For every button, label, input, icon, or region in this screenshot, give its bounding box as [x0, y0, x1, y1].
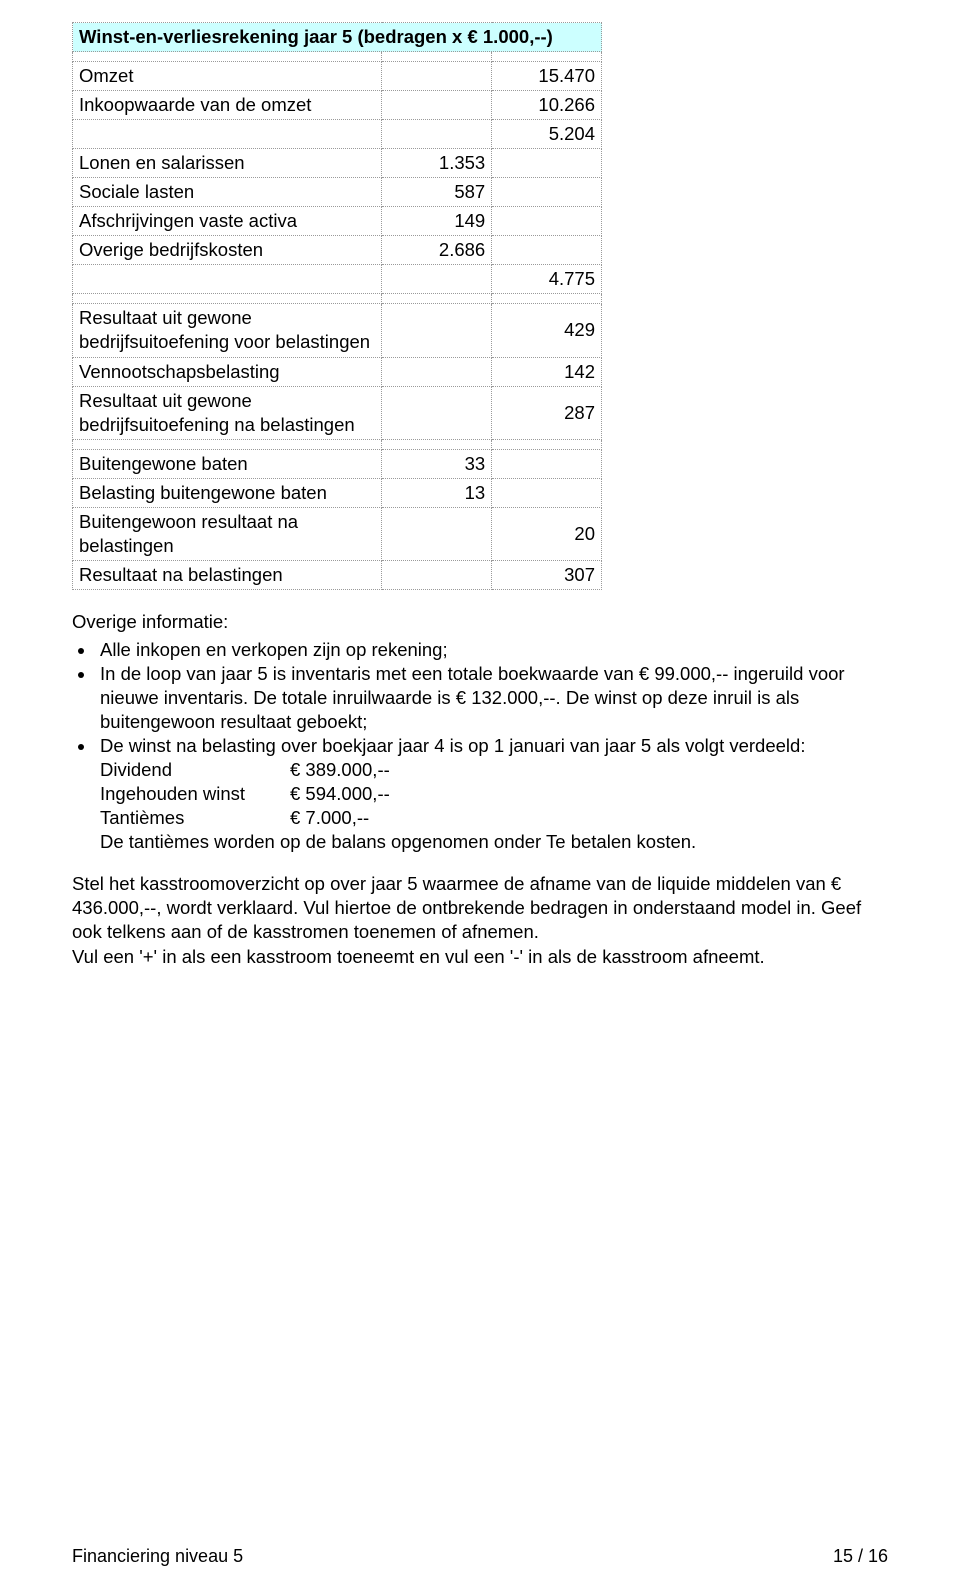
info-heading: Overige informatie:	[72, 610, 888, 634]
table-row: Inkoopwaarde van de omzet10.266	[73, 91, 602, 120]
footer-left: Financiering niveau 5	[72, 1545, 243, 1568]
dist-label: Tantièmes	[100, 806, 290, 830]
instruction-para-2: Vul een '+' in als een kasstroom toeneem…	[72, 945, 888, 969]
table-row: Belasting buitengewone baten13	[73, 478, 602, 507]
footer-right: 15 / 16	[833, 1545, 888, 1568]
table-row: Omzet15.470	[73, 62, 602, 91]
page-footer: Financiering niveau 5 15 / 16	[72, 1545, 888, 1568]
table-row: 4.775	[73, 265, 602, 294]
table-row: Buitengewone baten33	[73, 449, 602, 478]
tantiemes-note: De tantièmes worden op de balans opgenom…	[100, 830, 888, 854]
table-title: Winst-en-verliesrekening jaar 5 (bedrage…	[73, 23, 602, 52]
table-row: Resultaat na belastingen307	[73, 560, 602, 589]
dist-label: Dividend	[100, 758, 290, 782]
list-item: In de loop van jaar 5 is inventaris met …	[96, 662, 888, 734]
table-row: Sociale lasten587	[73, 178, 602, 207]
profit-loss-table: Winst-en-verliesrekening jaar 5 (bedrage…	[72, 22, 602, 590]
table-row: Resultaat uit gewone bedrijfsuitoefening…	[73, 386, 602, 439]
dist-label: Ingehouden winst	[100, 782, 290, 806]
table-row: Afschrijvingen vaste activa149	[73, 207, 602, 236]
table-row: Buitengewoon resultaat na belastingen20	[73, 507, 602, 560]
dist-value: € 7.000,--	[290, 806, 369, 830]
table-row: Vennootschapsbelasting142	[73, 357, 602, 386]
table-row: 5.204	[73, 120, 602, 149]
dist-value: € 389.000,--	[290, 758, 390, 782]
list-item-text: De winst na belasting over boekjaar jaar…	[100, 735, 805, 756]
table-row: Overige bedrijfskosten2.686	[73, 236, 602, 265]
list-item: De winst na belasting over boekjaar jaar…	[96, 734, 888, 854]
instruction-para-1: Stel het kasstroomoverzicht op over jaar…	[72, 872, 888, 944]
table-row: Resultaat uit gewone bedrijfsuitoefening…	[73, 304, 602, 357]
dist-value: € 594.000,--	[290, 782, 390, 806]
table-row: Lonen en salarissen1.353	[73, 149, 602, 178]
list-item: Alle inkopen en verkopen zijn op rekenin…	[96, 638, 888, 662]
info-list: Alle inkopen en verkopen zijn op rekenin…	[72, 638, 888, 854]
